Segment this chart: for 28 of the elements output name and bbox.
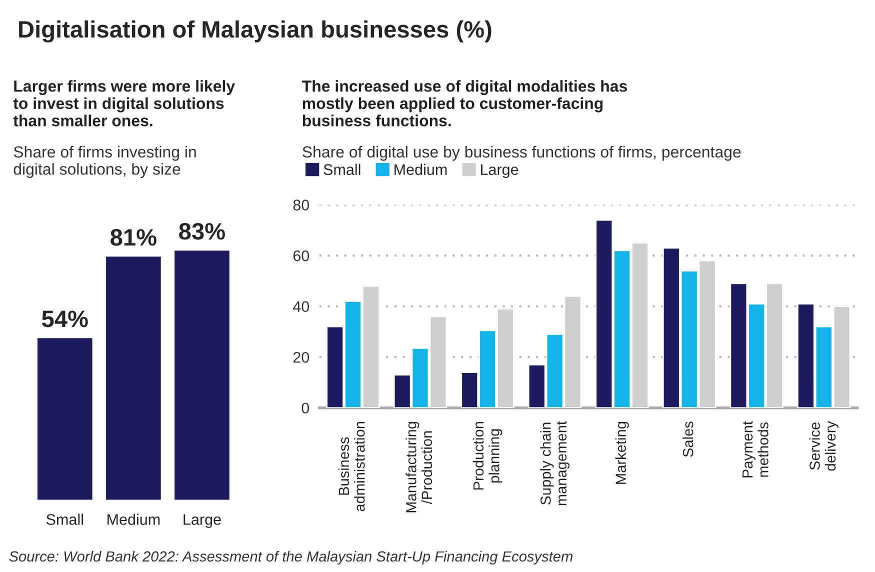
x-tick-label: Payment methods [742,421,768,478]
x-tick-label: Manufacturing /Production [406,422,432,512]
y-tick-label: 60 [293,250,310,262]
data-label: 83% [179,222,225,240]
y-tick-label: 40 [293,301,310,312]
chart-subtitle: Share of digital use by business functions of firms, percentage [302,146,741,161]
y-tick-label: 80 [293,200,310,210]
data-label: 81% [110,229,156,246]
legend-label: Large [480,164,518,178]
x-tick-label: Large [184,514,221,528]
x-tick-label: Supply chain management [540,421,570,506]
x-tick-label: Marketing [615,422,629,484]
x-tick-label: Small [46,514,83,525]
x-tick-label: Business administration [338,422,365,512]
x-tick-label: Sales [682,422,694,457]
x-tick-label: Service delivery [809,421,839,471]
y-tick-label: 20 [293,352,310,363]
x-tick-label: Medium [108,514,160,525]
legend-label: Medium [394,164,447,176]
data-label: 54% [42,310,88,328]
y-tick-label: 0 [302,402,310,414]
chart-title: Larger firms were more likely to invest in digital solutions than smaller ones. [13,80,235,126]
text: Digitalisation of Malaysian businesses (%) [19,20,492,43]
chart-subtitle: Share of firms investing in digital solutions, by size [14,146,196,178]
legend-label: Small [324,164,360,176]
source-note: Source: World Bank 2022: Assessment of the Malaysian Start-Up Financing Ecosystem [9,550,572,564]
x-tick-label: Production planning [472,422,502,490]
chart-title: The increased use of digital modalities has mostly been applied to customer-facing business functions. [302,80,627,126]
